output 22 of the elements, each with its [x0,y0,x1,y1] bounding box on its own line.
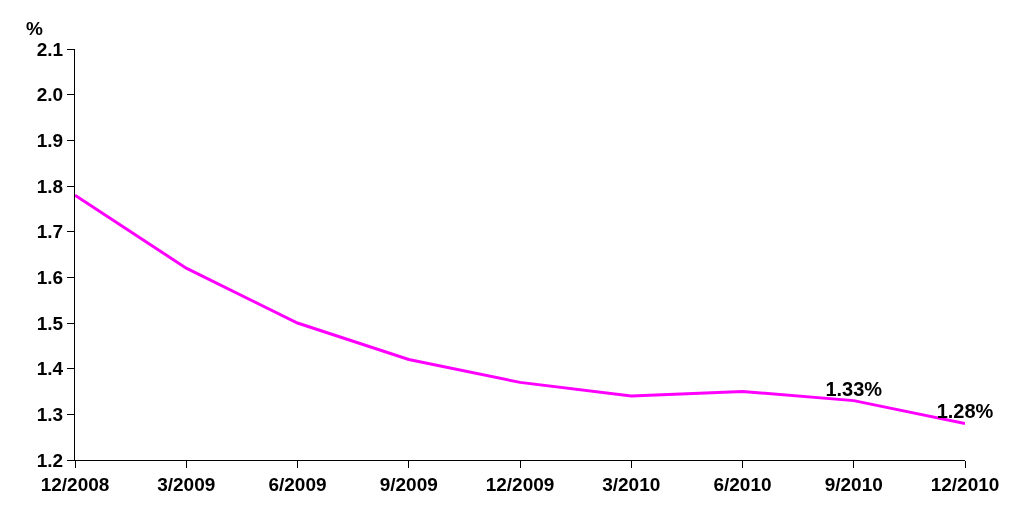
y-axis-title: % [26,18,43,39]
text: 1.9 [36,129,64,151]
x-tick-label: 9/2009 [379,473,438,495]
x-tick-label: 6/2010 [713,473,772,495]
text: 1.7 [36,221,64,243]
text: 1.6 [36,266,64,288]
x-tick-label: 6/2009 [268,473,327,495]
text: 1.5 [36,312,64,334]
x-tick-label: 12/2010 [930,473,1000,495]
text: 1.3 [36,403,64,425]
x-tick-label: 9/2010 [824,473,883,495]
data-label: 1.33% [825,377,883,400]
text: 1.2 [36,449,64,471]
text: 1.8 [36,175,64,197]
text: 2.1 [36,38,64,60]
text: 1.4 [36,358,64,380]
x-tick-label: 12/2008 [40,473,110,495]
x-tick-label: 12/2009 [485,473,555,495]
data-label: 1.28% [936,400,994,423]
x-tick-label: 3/2009 [157,473,216,495]
text: 2.0 [36,84,64,106]
x-tick-label: 3/2010 [602,473,661,495]
